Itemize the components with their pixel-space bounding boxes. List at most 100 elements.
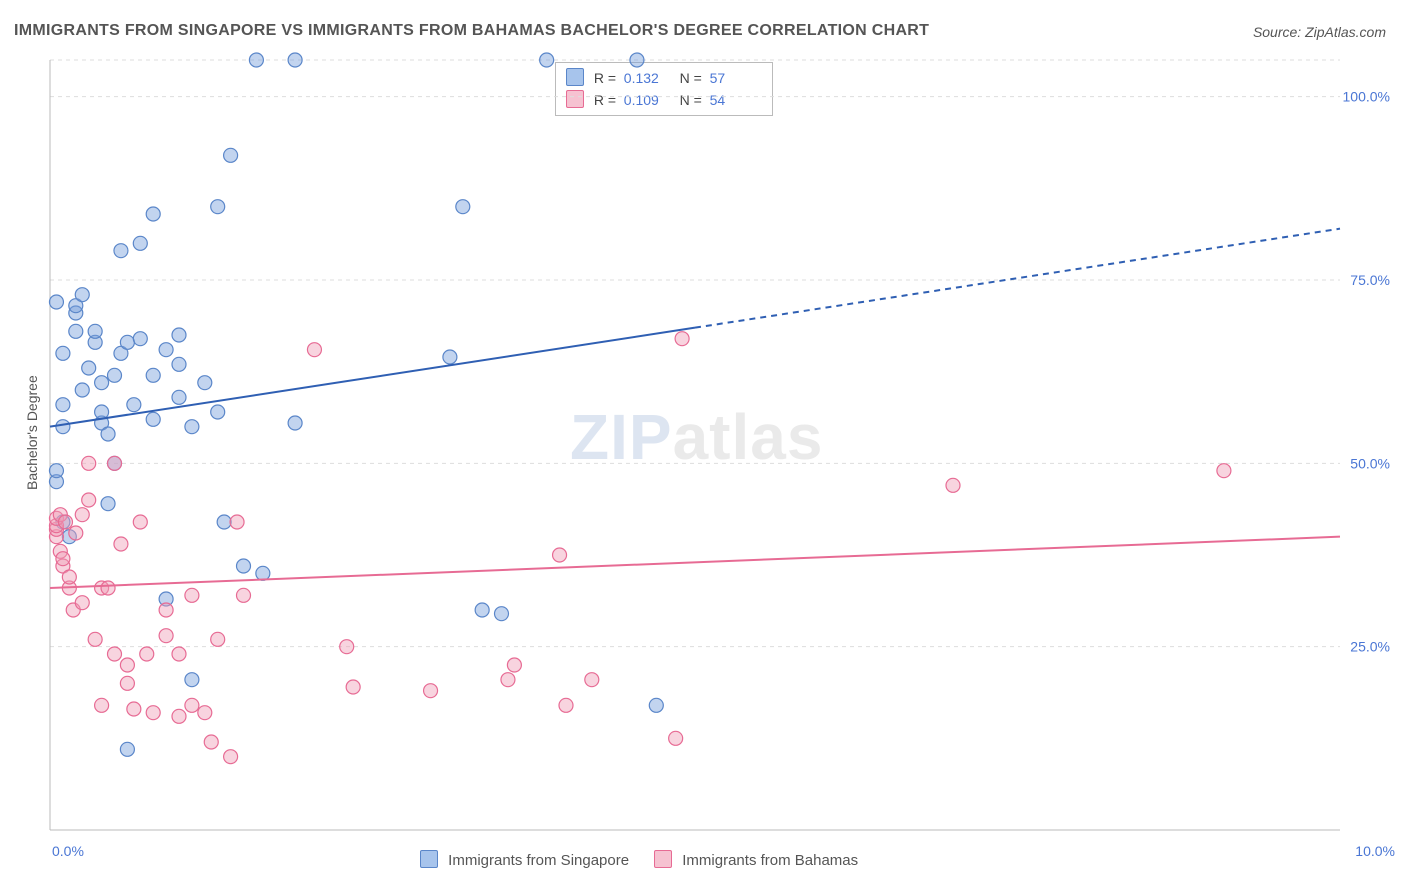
- data-point: [946, 478, 960, 492]
- data-point: [75, 383, 89, 397]
- data-point: [56, 346, 70, 360]
- data-point: [307, 343, 321, 357]
- data-point: [88, 632, 102, 646]
- data-point: [75, 288, 89, 302]
- data-point: [101, 497, 115, 511]
- data-point: [159, 629, 173, 643]
- data-point: [114, 244, 128, 258]
- data-point: [340, 640, 354, 654]
- data-point: [95, 376, 109, 390]
- data-point: [146, 368, 160, 382]
- y-tick-label: 100.0%: [1343, 89, 1390, 105]
- data-point: [101, 581, 115, 595]
- data-point: [146, 207, 160, 221]
- data-point: [114, 537, 128, 551]
- data-point: [185, 588, 199, 602]
- data-point: [224, 148, 238, 162]
- data-point: [88, 324, 102, 338]
- data-point: [120, 335, 134, 349]
- data-point: [540, 53, 554, 67]
- data-point: [120, 658, 134, 672]
- data-point: [146, 706, 160, 720]
- data-point: [217, 515, 231, 529]
- data-point: [95, 405, 109, 419]
- data-point: [501, 673, 515, 687]
- data-point: [172, 328, 186, 342]
- data-point: [185, 420, 199, 434]
- data-point: [172, 647, 186, 661]
- data-point: [288, 416, 302, 430]
- data-point: [69, 526, 83, 540]
- data-point: [1217, 464, 1231, 478]
- data-point: [140, 647, 154, 661]
- data-point: [82, 456, 96, 470]
- y-tick-label: 50.0%: [1350, 455, 1390, 471]
- x-tick-label: 10.0%: [1355, 843, 1395, 859]
- data-point: [82, 493, 96, 507]
- data-point: [133, 515, 147, 529]
- y-tick-label: 75.0%: [1350, 272, 1390, 288]
- data-point: [237, 559, 251, 573]
- data-point: [49, 295, 63, 309]
- data-point: [211, 200, 225, 214]
- x-tick-label: 0.0%: [52, 843, 84, 859]
- data-point: [185, 698, 199, 712]
- data-point: [75, 508, 89, 522]
- data-point: [230, 515, 244, 529]
- data-point: [211, 405, 225, 419]
- data-point: [198, 706, 212, 720]
- data-point: [133, 332, 147, 346]
- data-point: [204, 735, 218, 749]
- data-point: [69, 324, 83, 338]
- data-point: [108, 368, 122, 382]
- data-point: [559, 698, 573, 712]
- data-point: [211, 632, 225, 646]
- data-point: [495, 607, 509, 621]
- data-point: [553, 548, 567, 562]
- data-point: [172, 709, 186, 723]
- data-point: [62, 570, 76, 584]
- data-point: [58, 515, 72, 529]
- data-point: [95, 698, 109, 712]
- data-point: [159, 343, 173, 357]
- data-point: [198, 376, 212, 390]
- data-point: [49, 464, 63, 478]
- data-point: [56, 420, 70, 434]
- data-point: [159, 603, 173, 617]
- scatter-plot: 25.0% 50.0% 75.0% 100.0% 0.0% 10.0%: [0, 0, 1406, 892]
- trendline-dashed: [695, 229, 1340, 328]
- data-point: [669, 731, 683, 745]
- data-point: [120, 742, 134, 756]
- data-point: [288, 53, 302, 67]
- data-point: [108, 647, 122, 661]
- data-point: [256, 566, 270, 580]
- data-point: [172, 390, 186, 404]
- data-point: [675, 332, 689, 346]
- data-point: [224, 750, 238, 764]
- y-tick-label: 25.0%: [1350, 639, 1390, 655]
- data-point: [101, 427, 115, 441]
- data-point: [185, 673, 199, 687]
- data-point: [56, 398, 70, 412]
- data-point: [56, 552, 70, 566]
- data-point: [630, 53, 644, 67]
- data-point: [424, 684, 438, 698]
- data-point: [127, 398, 141, 412]
- data-point: [133, 236, 147, 250]
- data-point: [649, 698, 663, 712]
- data-point: [108, 456, 122, 470]
- data-point: [475, 603, 489, 617]
- data-point: [82, 361, 96, 375]
- data-point: [172, 357, 186, 371]
- data-point: [237, 588, 251, 602]
- data-point: [507, 658, 521, 672]
- data-point: [585, 673, 599, 687]
- data-point: [75, 596, 89, 610]
- data-point: [456, 200, 470, 214]
- data-point: [443, 350, 457, 364]
- data-point: [346, 680, 360, 694]
- data-point: [127, 702, 141, 716]
- data-point: [146, 412, 160, 426]
- data-point: [120, 676, 134, 690]
- data-point: [249, 53, 263, 67]
